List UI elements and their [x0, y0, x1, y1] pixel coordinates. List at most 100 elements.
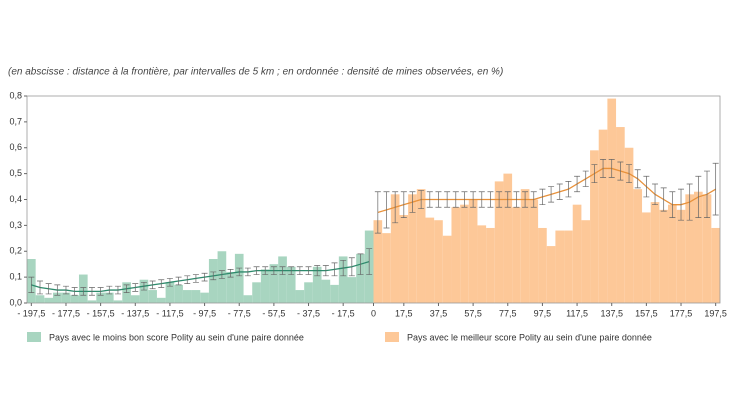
error-bar: [279, 266, 286, 275]
error-bar: [712, 162, 719, 216]
error-bar: [62, 285, 69, 295]
error-bar: [97, 287, 104, 296]
x-tick-label: 77,5: [499, 308, 517, 318]
bar: [304, 282, 313, 303]
bar: [278, 256, 287, 303]
error-bar: [149, 280, 156, 290]
bar: [564, 230, 573, 303]
x-tick-label: 137,5: [600, 308, 623, 318]
bar: [156, 297, 166, 303]
error-bar: [184, 275, 191, 284]
x-tick-label: 0: [371, 308, 376, 318]
bar: [260, 269, 270, 303]
bar: [252, 282, 261, 303]
bar: [624, 147, 634, 303]
error-bar: [210, 271, 217, 281]
error-bar: [36, 280, 43, 295]
y-tick-label: 0,2: [9, 246, 22, 256]
error-bar: [409, 191, 416, 213]
error-bar: [201, 272, 208, 282]
error-bar: [88, 287, 95, 296]
bar: [434, 220, 443, 303]
legend-label: Pays avec le moins bon score Polity au s…: [49, 332, 304, 342]
x-tick-label: - 197,5: [17, 308, 45, 318]
bar: [529, 199, 539, 303]
bar: [503, 173, 513, 303]
bar: [581, 220, 591, 303]
error-bar: [626, 164, 633, 184]
x-tick-label: 17,5: [395, 308, 413, 318]
error-bar: [686, 183, 693, 221]
error-bar: [591, 164, 598, 184]
error-bar: [366, 248, 373, 275]
bar: [165, 282, 175, 303]
bar: [208, 259, 218, 303]
bar: [347, 277, 357, 303]
x-tick-label: - 17,5: [332, 308, 355, 318]
error-bar: [45, 283, 52, 295]
bar: [702, 194, 712, 303]
bar: [330, 284, 339, 303]
error-bar: [288, 266, 295, 275]
bar: [113, 300, 123, 303]
bar: [572, 204, 582, 303]
bar: [694, 191, 703, 303]
error-bar: [470, 191, 477, 208]
x-tick-label: - 177,5: [52, 308, 80, 318]
x-tick-label: 157,5: [635, 308, 658, 318]
y-tick-label: 0,4: [9, 194, 22, 204]
bar: [139, 279, 149, 303]
error-bar: [80, 287, 87, 296]
x-tick-label: 97,5: [534, 308, 552, 318]
y-tick-label: 0,7: [9, 116, 22, 126]
error-bar: [704, 170, 711, 218]
bar: [416, 189, 426, 303]
x-tick-label: 177,5: [670, 308, 693, 318]
error-bar: [392, 191, 399, 224]
bar: [425, 217, 435, 303]
error-bar: [270, 266, 277, 275]
error-bar: [695, 175, 702, 218]
bar: [408, 194, 417, 303]
legend-label: Pays avec le meilleur score Polity au se…: [407, 332, 652, 342]
bar: [642, 212, 651, 303]
error-bar: [140, 281, 147, 291]
bar: [96, 292, 105, 303]
bar: [659, 209, 669, 303]
error-bar: [660, 187, 667, 212]
bar: [676, 209, 686, 303]
error-bar: [487, 191, 494, 208]
bar: [243, 295, 253, 303]
error-bar: [582, 170, 589, 187]
bar: [486, 227, 495, 303]
bar: [338, 256, 348, 303]
bar: [104, 292, 114, 303]
bar: [668, 204, 677, 303]
bar: [52, 292, 62, 303]
bar: [390, 194, 400, 303]
error-bar: [600, 159, 607, 178]
bar: [477, 225, 487, 303]
error-bar: [383, 191, 390, 229]
error-bar: [123, 284, 130, 293]
bar: [382, 233, 391, 303]
bar: [295, 290, 305, 303]
y-tick-label: 0,8: [9, 90, 22, 100]
legend-swatch: [27, 332, 41, 342]
error-bar: [452, 191, 459, 208]
y-tick-label: 0,1: [9, 272, 22, 282]
error-bar: [565, 181, 572, 198]
error-bar: [530, 191, 537, 208]
error-bar: [496, 191, 503, 208]
error-bar: [236, 267, 243, 277]
error-bar: [106, 285, 113, 295]
y-tick-label: 0,5: [9, 168, 22, 178]
error-bar: [296, 266, 303, 275]
bar: [130, 295, 140, 303]
x-tick-label: 37,5: [430, 308, 448, 318]
error-bar: [331, 262, 338, 277]
bar: [538, 227, 547, 303]
bar: [373, 220, 383, 303]
bar: [520, 189, 530, 303]
